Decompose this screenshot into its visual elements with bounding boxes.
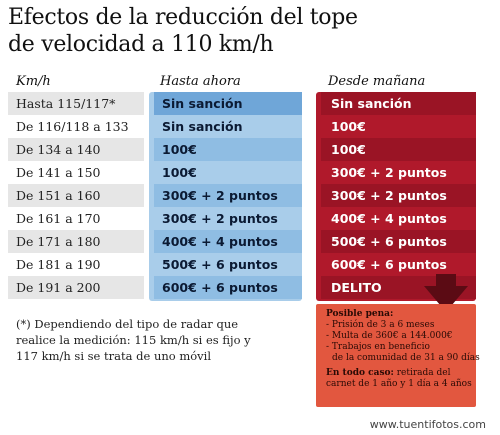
- current-penalty-cell: 300€ + 2 puntos: [154, 184, 302, 207]
- table-row: De 191 a 200 600€ + 6 puntos DELITO: [8, 276, 476, 299]
- current-penalty-cell: Sin sanción: [162, 119, 243, 134]
- table-row: De 134 a 140 100€ 100€: [8, 138, 476, 161]
- current-penalty-cell: 100€: [162, 165, 197, 180]
- speed-range-cell: Hasta 115/117*: [8, 92, 144, 115]
- title-line-2: de velocidad a 110 km/h: [8, 32, 274, 57]
- table-row: De 151 a 160 300€ + 2 puntos 300€ + 2 pu…: [8, 184, 476, 207]
- penalty-item: - Prisión de 3 a 6 meses: [326, 320, 435, 330]
- penalty-item-continuation: de la comunidad de 31 a 90 días: [332, 353, 480, 363]
- new-penalty-cell: 300€ + 2 puntos: [331, 165, 447, 180]
- speed-range-cell: De 161 a 170: [16, 211, 101, 226]
- watermark: www.tuentifotos.com: [369, 418, 486, 431]
- penalty-extra: En todo caso: retirada del: [326, 368, 470, 379]
- down-arrow-stem: [436, 274, 456, 288]
- penalty-item: - Trabajos en beneficio: [326, 342, 430, 352]
- penalty-extra-heading: En todo caso:: [326, 368, 394, 378]
- penalty-extra-line: carnet de 1 año y 1 día a 4 años: [326, 379, 472, 389]
- current-penalty-cell: Sin sanción: [154, 92, 302, 115]
- table-row: De 171 a 180 400€ + 4 puntos 500€ + 6 pu…: [8, 230, 476, 253]
- footnote-line: realice la medición: 115 km/h si es fijo…: [16, 333, 251, 347]
- possible-penalty-box: Posible pena: - Prisión de 3 a 6 meses -…: [316, 304, 480, 407]
- new-penalty-cell: 100€: [331, 119, 366, 134]
- speed-range-cell: De 181 a 190: [16, 257, 101, 272]
- page-title: Efectos de la reducción del tope de velo…: [8, 4, 488, 58]
- speed-range-cell: De 116/118 a 133: [16, 119, 129, 134]
- new-penalty-cell: 100€: [321, 138, 476, 161]
- table-row: De 141 a 150 100€ 300€ + 2 puntos: [8, 161, 476, 184]
- table-row: Hasta 115/117* Sin sanción Sin sanción: [8, 92, 476, 115]
- current-penalty-cell: 400€ + 4 puntos: [154, 230, 302, 253]
- new-penalty-cell: 300€ + 2 puntos: [321, 184, 476, 207]
- header-hasta-ahora: Hasta ahora: [160, 74, 241, 89]
- current-penalty-cell: 600€ + 6 puntos: [154, 276, 302, 299]
- new-penalty-cell: Sin sanción: [321, 92, 476, 115]
- penalty-item: - Multa de 360€ a 144.000€: [326, 331, 453, 341]
- table-row: De 181 a 190 500€ + 6 puntos 600€ + 6 pu…: [8, 253, 476, 276]
- header-desde-manana: Desde mañana: [328, 74, 426, 89]
- table-row: De 116/118 a 133 Sin sanción 100€: [8, 115, 476, 138]
- speed-range-cell: De 134 a 140: [8, 138, 144, 161]
- speed-range-cell: De 171 a 180: [8, 230, 144, 253]
- title-line-1: Efectos de la reducción del tope: [8, 5, 358, 30]
- footnote-line: (*) Dependiendo del tipo de radar que: [16, 317, 239, 331]
- penalty-extra-text: retirada del: [393, 368, 451, 378]
- speed-range-cell: De 191 a 200: [8, 276, 144, 299]
- header-kmh: Km/h: [16, 74, 51, 89]
- table-row: De 161 a 170 300€ + 2 puntos 400€ + 4 pu…: [8, 207, 476, 230]
- footnote: (*) Dependiendo del tipo de radar que re…: [16, 316, 301, 364]
- current-penalty-cell: 500€ + 6 puntos: [162, 257, 278, 272]
- current-penalty-cell: 100€: [154, 138, 302, 161]
- new-penalty-cell: 500€ + 6 puntos: [321, 230, 476, 253]
- new-penalty-cell: 400€ + 4 puntos: [331, 211, 447, 226]
- footnote-line: 117 km/h si se trata de uno móvil: [16, 349, 212, 363]
- speed-range-cell: De 151 a 160: [8, 184, 144, 207]
- current-penalty-cell: 300€ + 2 puntos: [162, 211, 278, 226]
- speed-range-cell: De 141 a 150: [16, 165, 101, 180]
- new-penalty-cell: 600€ + 6 puntos: [331, 257, 447, 272]
- penalty-heading: Posible pena:: [326, 309, 394, 319]
